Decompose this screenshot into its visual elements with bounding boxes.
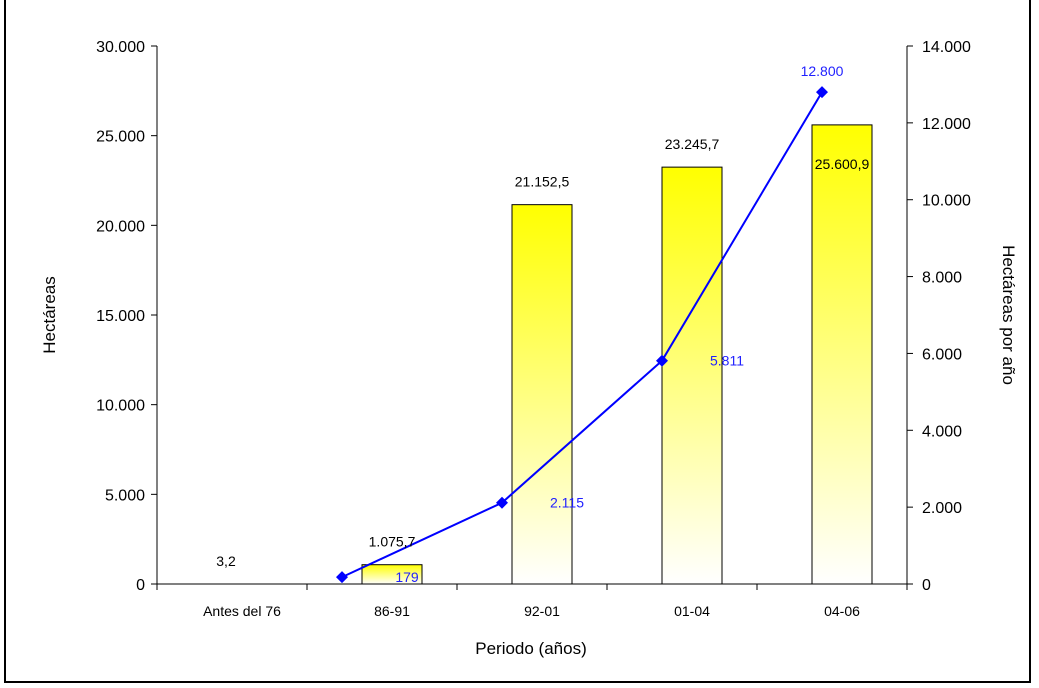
y-axis-title: Hectáreas <box>40 276 59 353</box>
y2-tick-label: 14.000 <box>922 39 971 56</box>
line-point <box>336 571 348 584</box>
line-series <box>341 91 823 579</box>
y2-tick-label: 0 <box>922 577 931 594</box>
line-data-label: 2.115 <box>550 495 584 511</box>
y2-tick-label: 8.000 <box>922 270 962 287</box>
y-tick-label: 10.000 <box>96 398 145 415</box>
y2-tick-label: 6.000 <box>922 346 962 363</box>
y-tick-label: 30.000 <box>96 39 145 56</box>
line-point <box>816 86 828 99</box>
bar-data-label: 25.600,9 <box>815 156 870 172</box>
y2-tick-label: 10.000 <box>922 193 971 210</box>
x-tick-label: Antes del 76 <box>203 603 281 619</box>
line-data-label: 179 <box>395 569 419 585</box>
line-point <box>496 496 508 509</box>
x-tick-label: 86-91 <box>374 603 410 619</box>
y-tick-label: 0 <box>136 577 145 594</box>
y2-tick-label: 12.000 <box>922 116 971 133</box>
bar-data-label: 3,2 <box>216 553 236 569</box>
bar <box>511 204 573 585</box>
y-tick-label: 25.000 <box>96 129 145 146</box>
x-tick-label: 01-04 <box>674 603 710 619</box>
line-point <box>656 354 668 367</box>
y2-axis-title: Hectáreas por año <box>999 245 1018 385</box>
y-tick-label: 20.000 <box>96 218 145 235</box>
line-data-label: 12.800 <box>801 63 844 79</box>
line-data-label: 5.811 <box>710 353 744 369</box>
x-tick-label: 04-06 <box>824 603 860 619</box>
y-tick-label: 15.000 <box>96 308 145 325</box>
bar <box>811 124 873 585</box>
y-tick-label: 5.000 <box>105 487 145 504</box>
y2-tick-label: 2.000 <box>922 500 962 517</box>
bar-data-label: 1.075,7 <box>369 534 416 550</box>
bar-data-label: 21.152,5 <box>515 174 570 190</box>
y2-tick-label: 4.000 <box>922 423 962 440</box>
bar-data-label: 23.245,7 <box>665 136 720 152</box>
bar <box>661 166 723 585</box>
x-axis-title: Periodo (años) <box>475 639 587 658</box>
x-tick-label: 92-01 <box>524 603 560 619</box>
